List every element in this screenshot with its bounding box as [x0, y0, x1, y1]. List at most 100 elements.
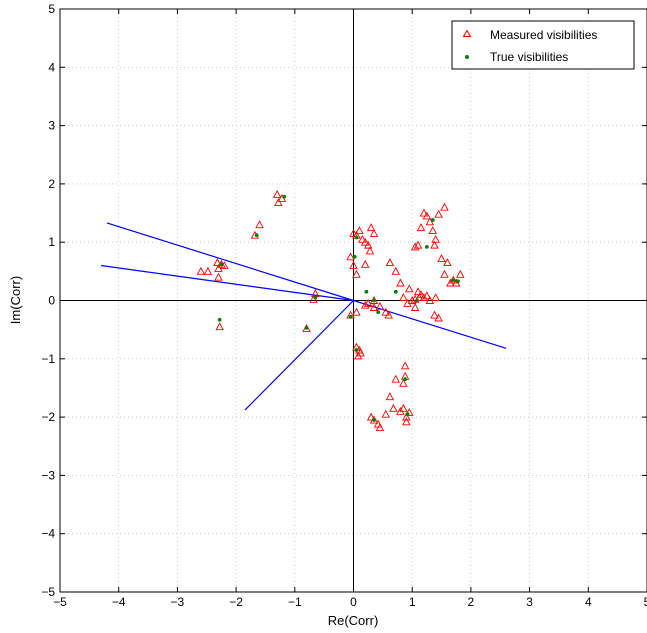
measured-point: [214, 263, 223, 272]
x-tick-label: −3: [171, 595, 185, 609]
measured-point: [353, 351, 363, 360]
measured-point: [428, 226, 437, 234]
true-point: [304, 326, 309, 330]
measured-point: [375, 423, 385, 432]
true-point: [372, 298, 376, 303]
measured-point: [360, 259, 370, 268]
measured-point: [437, 254, 446, 262]
measured-point: [410, 303, 420, 311]
measured-point: [422, 211, 432, 220]
legend-box: [451, 20, 635, 70]
measured-point: [434, 313, 443, 322]
measured-point: [419, 293, 429, 302]
axis-ticks: −5 −4 −3 −2 −1 0 1 2 3 4 5 −5 −4 −3 −2 −1 0 1 2 3 4 5: [41, 2, 647, 609]
measured-point: [274, 198, 283, 207]
true-point: [348, 314, 353, 319]
y-tick-label: −2: [41, 410, 55, 424]
measured-point: [389, 403, 398, 412]
measured-point: [255, 220, 264, 229]
measured-point: [349, 261, 358, 269]
measured-point: [434, 209, 443, 218]
true-point: [456, 279, 460, 284]
measured-point: [366, 223, 376, 232]
measured-point: [413, 240, 423, 249]
x-tick-label: 2: [468, 595, 475, 609]
measured-point: [422, 291, 432, 300]
measured-point: [405, 407, 414, 416]
measured-point: [272, 189, 282, 198]
measured-point: [381, 409, 391, 418]
measured-point: [416, 290, 426, 299]
x-tick-label: −5: [53, 595, 67, 609]
measured-point: [391, 374, 401, 383]
measured-point: [456, 269, 465, 278]
data-points: [196, 189, 465, 432]
y-tick-label: 3: [48, 119, 55, 133]
measured-point: [355, 226, 364, 234]
measured-point: [431, 293, 440, 302]
true-point: [217, 317, 222, 322]
y-axis-title: Im(Corr): [8, 276, 23, 324]
measured-point: [440, 269, 449, 278]
true-point: [405, 412, 410, 417]
true-point: [372, 418, 376, 422]
measured-point: [402, 417, 411, 426]
measured-point: [410, 242, 420, 251]
measured-point: [399, 293, 408, 302]
measured-point: [443, 258, 452, 267]
measured-point: [425, 217, 435, 226]
measured-point: [360, 300, 370, 309]
measured-point: [407, 296, 417, 304]
measured-point: [402, 412, 411, 421]
x-tick-label: 3: [526, 595, 533, 609]
x-tick-label: −1: [288, 595, 302, 609]
true-point: [393, 289, 398, 294]
legend-label-true: True visibilities: [490, 50, 568, 64]
measured-point: [430, 310, 439, 319]
y-tick-label: 4: [48, 60, 55, 74]
measured-point: [399, 378, 408, 387]
blue-line: [101, 264, 354, 302]
measured-point: [358, 234, 367, 243]
true-point: [282, 194, 287, 199]
y-tick-label: 0: [48, 294, 55, 308]
true-point: [430, 218, 435, 222]
measured-point: [384, 310, 393, 319]
measured-point: [369, 303, 379, 311]
measured-point: [385, 392, 395, 401]
x-tick-label: 0: [350, 595, 357, 609]
x-tick-label: −4: [112, 595, 126, 609]
true-point: [254, 233, 259, 238]
y-tick-label: −4: [41, 527, 55, 541]
legend-marker-true: [465, 55, 469, 59]
series-lines: [101, 222, 507, 411]
measured-point: [430, 240, 439, 249]
true-point: [313, 295, 318, 300]
measured-point: [375, 301, 385, 310]
measured-point: [396, 278, 405, 287]
blue-line: [106, 222, 354, 302]
x-tick-label: 4: [585, 595, 592, 609]
measured-point: [215, 322, 224, 331]
measured-point: [385, 258, 395, 267]
true-point: [414, 298, 419, 303]
measured-point: [381, 307, 391, 316]
measured-point: [400, 361, 410, 370]
true-point: [376, 310, 381, 315]
measured-point: [399, 403, 408, 412]
y-tick-label: 2: [48, 177, 55, 191]
true-point: [352, 254, 357, 259]
true-point: [451, 278, 456, 282]
blue-line: [353, 299, 507, 349]
measured-point: [203, 266, 213, 275]
y-tick-label: −5: [41, 585, 55, 599]
legend-label-measured: Measured visibilities: [490, 28, 597, 42]
measured-point: [214, 272, 223, 281]
x-axis-title: Re(Corr): [328, 613, 379, 628]
true-point: [219, 262, 224, 267]
x-tick-label: 1: [409, 595, 416, 609]
measured-point: [213, 258, 222, 267]
measured-point: [391, 266, 401, 275]
measured-point: [416, 223, 426, 232]
